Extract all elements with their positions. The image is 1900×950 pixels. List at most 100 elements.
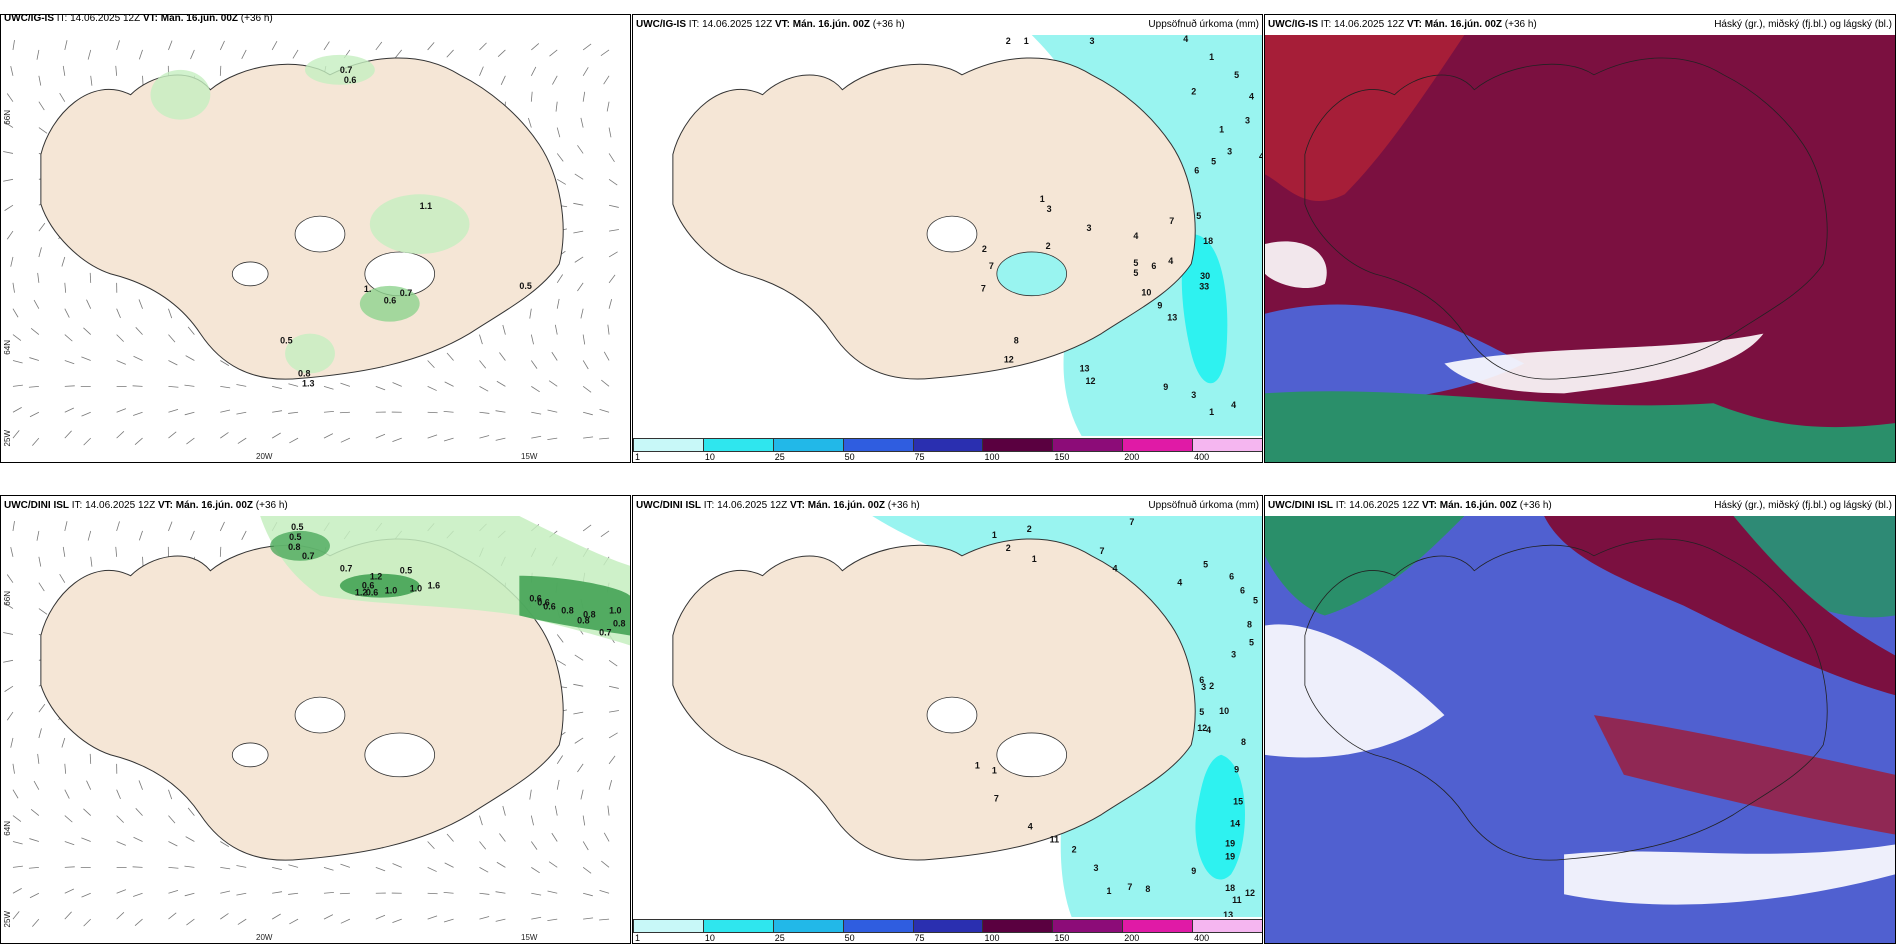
value-label: 8 (1247, 619, 1252, 629)
wind-barb (81, 356, 91, 361)
value-label: 3 (1087, 223, 1092, 233)
value-label: 2 (1209, 681, 1214, 691)
wind-barb (582, 867, 592, 874)
wind-barb (168, 360, 178, 366)
wind-barb (64, 866, 75, 868)
wind-map: 0.5 0.5 0.8 0.7 0.7 1.2 0.5 0.6 1.2 0.6 1.0 1.0 1.6 0… (1, 516, 630, 943)
wind-barb (608, 659, 618, 667)
wind-barb (142, 556, 144, 567)
rain-band-heavy (270, 530, 330, 561)
wind-barb (547, 409, 558, 413)
colorbar-segment (1122, 919, 1194, 933)
value-label: 1 (992, 530, 997, 540)
wind-barb (580, 789, 584, 800)
wind-barb (87, 49, 92, 60)
wind-barb (64, 789, 70, 799)
wind-barb (552, 75, 558, 85)
wind-barb (392, 918, 402, 924)
wind-barb (292, 49, 299, 59)
value-label: 18 (1203, 236, 1213, 246)
it-label: IT: (1320, 19, 1332, 30)
wind-barb (168, 40, 173, 51)
wind-barb (608, 732, 618, 739)
value-label: 12 (1004, 354, 1014, 364)
wind-barb (272, 410, 283, 413)
iceland-land (40, 57, 564, 380)
value-labels: 0.70.61.11.0.60.70.50.50.81.3 (280, 65, 532, 389)
vt-value: Mán. 16.jún. 00Z (175, 500, 253, 511)
value-label: 0.5 (519, 281, 531, 291)
value-label: 3 (1245, 116, 1250, 126)
wind-barb (6, 230, 14, 240)
wind-barb (608, 685, 619, 689)
axis-64n: 64N (3, 821, 12, 836)
wind-barb (87, 530, 92, 541)
value-label: 1.6 (428, 581, 440, 591)
wind-barb (600, 530, 610, 537)
wind-barb (116, 408, 127, 413)
glacier (926, 696, 978, 734)
wind-barb (168, 866, 179, 869)
cloud-low-layer (1265, 516, 1465, 616)
value-label: 12 (1086, 376, 1096, 386)
value-label: 0.7 (302, 551, 314, 561)
wind-barb (339, 411, 350, 414)
wind-barb (184, 411, 195, 416)
wind-barb (38, 728, 42, 739)
wind-barb (116, 841, 126, 846)
wind-barb (219, 40, 225, 51)
it-label: IT: (688, 19, 700, 30)
wind-barb (12, 763, 15, 774)
wind-barb (12, 841, 23, 845)
colorbar-segment (633, 438, 704, 452)
wind-barb (582, 524, 592, 532)
wind-barb (64, 385, 75, 387)
wind-barb (12, 334, 22, 341)
wind-barb (12, 360, 23, 364)
wind-barb (220, 432, 229, 439)
wind-barb (64, 308, 70, 318)
wind-barb (64, 841, 75, 846)
wind-barb (479, 841, 487, 850)
wind-barb (582, 91, 586, 102)
wind-barb (38, 608, 48, 615)
wind-barb (220, 890, 231, 894)
colorbar-tick-label: 100 (984, 452, 1000, 462)
colorbar-tick-label: 10 (704, 933, 715, 943)
wind-barb (38, 101, 45, 111)
wind-barb (236, 411, 247, 415)
value-label: 5 (1203, 560, 1208, 570)
wind-barb (4, 685, 14, 692)
wind-barb (64, 815, 73, 823)
wind-barb (530, 360, 538, 369)
wind-barb (479, 386, 489, 392)
wind-barb (601, 379, 610, 387)
wind-barb (548, 380, 558, 387)
value-label: 12 (1245, 888, 1255, 898)
wind-barb (375, 914, 386, 920)
value-label: 6 (1240, 586, 1245, 596)
colorbar-tick-label: 1 (635, 452, 641, 462)
wind-barb (607, 805, 610, 816)
wind-barb (582, 334, 586, 345)
panel-header: UWC/DINI ISL IT: 14.06.2025 12Z VT: Mán.… (633, 496, 1262, 516)
panel-title: Uppsöfnuð úrkoma (mm) (1148, 500, 1259, 511)
value-label: 6 (1199, 675, 1204, 685)
wind-barb (220, 360, 230, 366)
wind-barb (574, 256, 584, 263)
vt-label: VT: (789, 500, 805, 511)
lead-time: (+36 h) (1504, 19, 1537, 30)
wind-barb (375, 385, 386, 391)
model-name: UWC/DINI ISL (1268, 500, 1333, 511)
wind-barb (530, 334, 534, 345)
wind-barb (10, 66, 14, 76)
wind-barb (531, 916, 542, 920)
wind-barb (427, 915, 438, 920)
wind-barb (444, 381, 454, 387)
colorbar-tick-label: 200 (1124, 933, 1140, 943)
it-value: 14.06.2025 12Z (702, 19, 773, 30)
wind-barb (530, 815, 534, 826)
wind-barb (340, 863, 351, 868)
value-label: 7 (1129, 517, 1134, 527)
wind-barb (32, 437, 40, 446)
